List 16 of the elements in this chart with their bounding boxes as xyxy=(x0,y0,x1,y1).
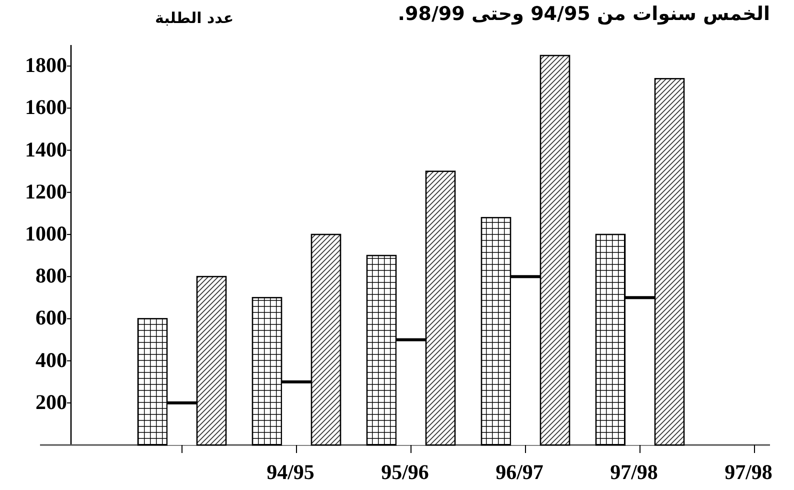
y-tick-label: 400 xyxy=(36,348,67,372)
y-tick-label: 1200 xyxy=(25,179,67,204)
y-axis-title: عدد الطلبة xyxy=(155,9,234,27)
x-tick-label: 95/96 xyxy=(381,460,429,484)
x-tick-label: 97/98 xyxy=(724,460,772,484)
x-tick-label: 97/98 xyxy=(610,460,658,484)
y-tick-label: 1600 xyxy=(25,95,67,120)
y-tick-label: 1400 xyxy=(25,137,67,162)
chart-title: الخمس سنوات من 94/95 وحتى 98/99. xyxy=(398,3,770,25)
x-tick-label: 96/97 xyxy=(496,460,544,484)
y-tick-label: 1800 xyxy=(25,53,67,78)
y-tick-label: 600 xyxy=(36,306,67,330)
y-tick-label: 200 xyxy=(36,390,67,414)
x-tick-label: 94/95 xyxy=(266,460,314,484)
y-tick-label: 1000 xyxy=(25,221,67,246)
y-tick-label: 800 xyxy=(36,264,67,288)
